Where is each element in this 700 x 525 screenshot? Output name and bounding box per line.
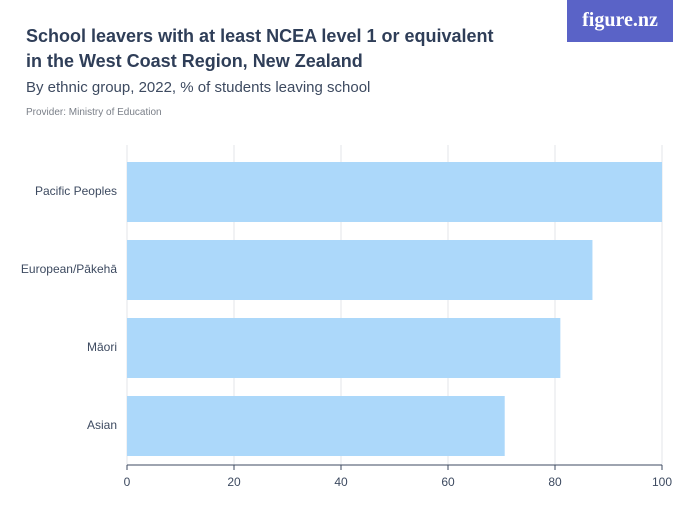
x-tick-label: 0: [124, 475, 131, 489]
y-tick-label: Pacific Peoples: [35, 184, 117, 198]
y-tick-label: Asian: [87, 418, 117, 432]
x-tick-label: 100: [652, 475, 672, 489]
bar: [127, 318, 561, 378]
bar: [127, 396, 505, 456]
chart-subtitle: By ethnic group, 2022, % of students lea…: [26, 79, 371, 96]
y-tick-label: European/Pākehā: [21, 262, 117, 276]
bar: [127, 162, 662, 222]
x-tick-label: 80: [548, 475, 562, 489]
logo[interactable]: figure.nz: [567, 0, 673, 42]
y-tick-label: Māori: [87, 340, 117, 354]
chart-title: School leavers with at least NCEA level …: [26, 26, 494, 71]
x-tick-label: 60: [441, 475, 455, 489]
bar: [127, 240, 593, 300]
x-tick-label: 20: [227, 475, 241, 489]
provider: Provider: Ministry of Education: [26, 107, 162, 118]
x-tick-label: 40: [334, 475, 348, 489]
